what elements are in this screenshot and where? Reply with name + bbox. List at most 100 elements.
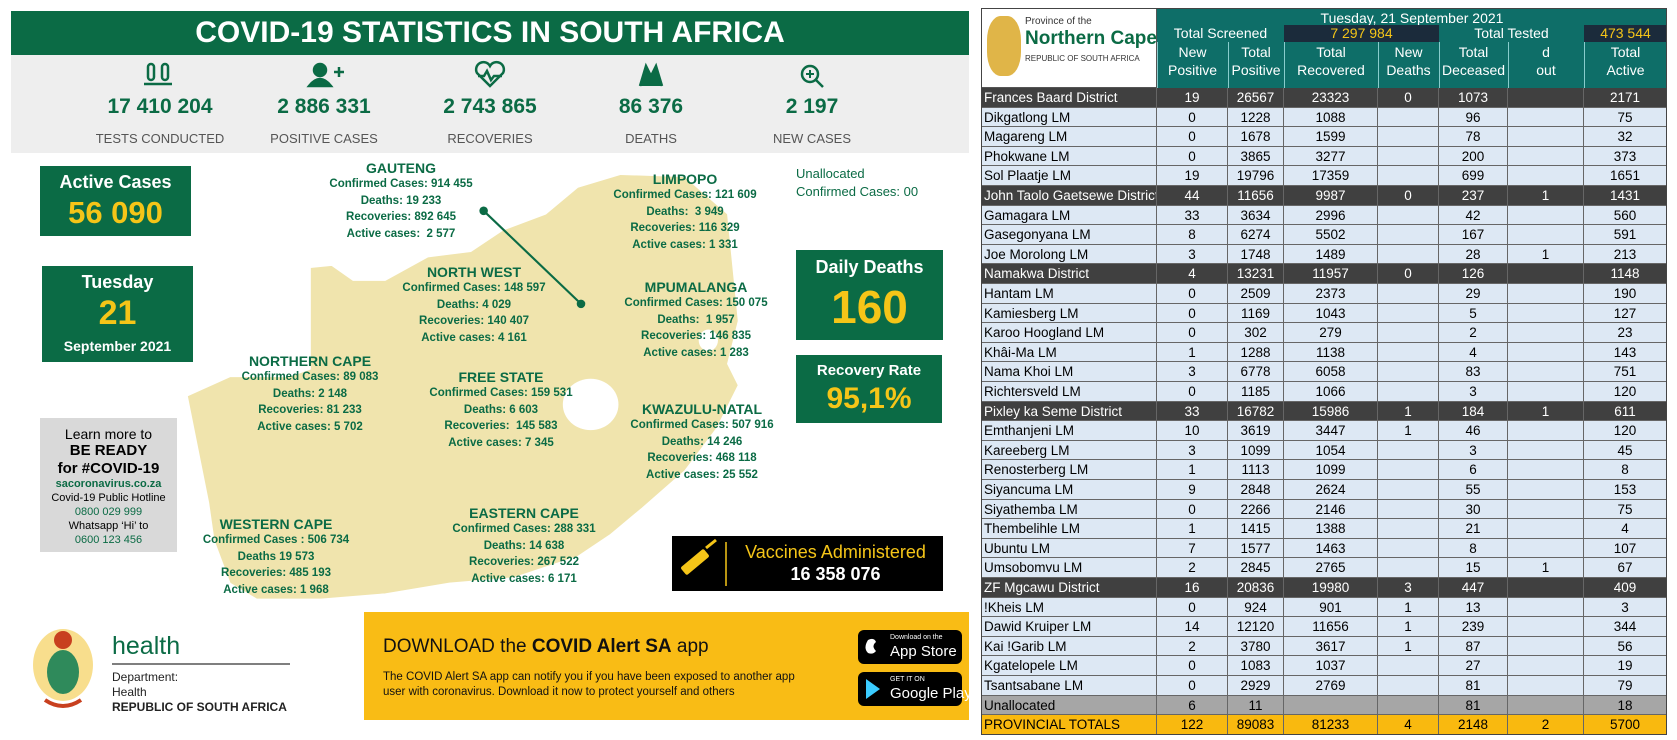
- table-cell: 1: [1157, 460, 1228, 480]
- icon-test: [146, 62, 156, 82]
- table-cell: [1378, 244, 1439, 265]
- table-cell: [1378, 460, 1439, 480]
- row-name: John Taolo Gaetsewe District: [981, 186, 1157, 206]
- icon-hands: [638, 62, 664, 87]
- table-cell: 4: [1439, 342, 1508, 363]
- table-cell: 184: [1439, 401, 1508, 422]
- table-cell: 16: [1157, 578, 1228, 598]
- table-cell: 11656: [1284, 617, 1378, 637]
- column-header: Total: [1241, 44, 1271, 60]
- table-cell: 1: [1378, 617, 1439, 637]
- province-stat: Deaths: 14 638: [483, 539, 565, 552]
- row-name: Sol Plaatje LM: [981, 166, 1157, 186]
- stat-label: NEW CASES: [772, 131, 851, 146]
- table-cell: 0: [1157, 382, 1228, 402]
- table-cell: 1: [1157, 519, 1228, 539]
- column-header-cell: [1584, 42, 1667, 88]
- table-cell: 20836: [1228, 578, 1284, 598]
- municipality-row: Phokwane LM 0 3865 3277 200 373: [981, 146, 1667, 167]
- learn-more-line: Learn more to: [64, 426, 153, 442]
- tested-value: 473 544: [1584, 25, 1667, 42]
- province-stat: Deaths: 6 603: [463, 403, 539, 416]
- column-header-cell: [1439, 42, 1508, 88]
- table-cell: 901: [1284, 597, 1378, 618]
- province-name: FREE STATE: [458, 369, 544, 385]
- table-cell: 0: [1157, 499, 1228, 520]
- column-header: Recovered: [1297, 62, 1365, 78]
- row-name: Kai !Garib LM: [981, 636, 1157, 657]
- totals-row: PROVINCIAL TOTALS 122 89083 81233 4 2148 2 5700: [981, 715, 1667, 735]
- table-cell: 1113: [1228, 460, 1284, 480]
- province-name: EASTERN CAPE: [469, 505, 579, 521]
- row-name: Emthanjeni LM: [981, 421, 1157, 441]
- table-cell: 167: [1439, 225, 1508, 245]
- table-cell: 11957: [1284, 264, 1378, 284]
- province-stat: Recoveries: 485 193: [221, 567, 331, 579]
- table-header-bg: [1157, 8, 1667, 88]
- table-cell: 14: [1157, 617, 1228, 637]
- table-cell: 200: [1439, 146, 1508, 167]
- table-cell: 89083: [1228, 715, 1284, 735]
- icon-magnifier: [800, 64, 820, 84]
- table-cell: 16782: [1228, 401, 1284, 422]
- province-name: NORTH WEST: [426, 264, 522, 280]
- province-stat: Deaths: 3 949: [646, 205, 724, 218]
- table-cell: [1508, 480, 1584, 500]
- table-cell: [1508, 205, 1584, 226]
- logo-line: REPUBLIC OF SOUTH AFRICA: [1025, 54, 1140, 63]
- column-header: Deceased: [1441, 62, 1506, 78]
- app-store-button[interactable]: [858, 630, 962, 664]
- column-header: Positive: [1231, 62, 1281, 78]
- row-name: Joe Morolong LM: [981, 244, 1157, 265]
- table-cell: 55: [1439, 480, 1508, 500]
- logo-arms: [987, 16, 1021, 76]
- learn-more-line: for #COVID-19: [57, 460, 160, 477]
- table-cell: 1288: [1228, 342, 1284, 363]
- table-cell: 1138: [1284, 342, 1378, 363]
- table-cell: [1508, 284, 1584, 304]
- table-cell: 2148: [1439, 715, 1508, 735]
- table-cell: [1378, 225, 1439, 245]
- column-header-cell: [1284, 42, 1378, 88]
- recovery-box: [796, 355, 942, 423]
- table-cell: [1508, 421, 1584, 441]
- table-cell: 0: [1157, 597, 1228, 618]
- stat-value: 17 410 204: [107, 95, 213, 118]
- deaths-value: 160: [831, 281, 908, 333]
- province-stat: Deaths 19 573: [237, 550, 315, 563]
- health-line: Health: [112, 685, 147, 699]
- district-row: Pixley ka Seme District 33 16782 15986 1 184 1…: [981, 401, 1667, 422]
- table-cell: 0: [1157, 676, 1228, 696]
- download-title-part: DOWNLOAD the: [383, 636, 527, 657]
- municipality-row: Joe Morolong LM 3 1748 1489 28 1 213: [981, 244, 1667, 265]
- table-cell: 3780: [1228, 636, 1284, 657]
- table-cell: [1378, 303, 1439, 324]
- learn-more-line: Whatsapp ‘Hi’ to: [68, 520, 149, 532]
- google-play-button[interactable]: [858, 672, 962, 706]
- table-cell: [1508, 264, 1584, 284]
- table-cell: [1378, 323, 1439, 343]
- table-cell: 3: [1439, 382, 1508, 402]
- municipality-row: Richtersveld LM 0 1185 1066 3 120: [981, 382, 1667, 402]
- date-day: 21: [98, 294, 137, 332]
- table-cell: [1508, 127, 1584, 147]
- table-cell: 1599: [1284, 127, 1378, 147]
- table-cell: 1: [1378, 421, 1439, 441]
- play-icon: [866, 679, 880, 699]
- logo-line: Province of the: [1025, 16, 1092, 27]
- province-stat: Recoveries: 81 233: [258, 404, 362, 416]
- table-cell: [1508, 362, 1584, 382]
- province-name: GAUTENG: [366, 160, 436, 176]
- apple-icon: [865, 638, 876, 654]
- table-cell: [1378, 362, 1439, 382]
- gauteng-pointer: [482, 210, 582, 305]
- table-cell: 1489: [1284, 244, 1378, 265]
- table-cell: 3447: [1284, 421, 1378, 441]
- table-cell: 11656: [1228, 186, 1284, 206]
- column-header-cell: [1508, 42, 1584, 88]
- province-stat: Confirmed Cases: 914 455: [329, 178, 473, 190]
- table-cell: [1508, 538, 1584, 559]
- row-name: Pixley ka Seme District: [981, 401, 1157, 422]
- table-cell: 7: [1157, 538, 1228, 559]
- table-cell: 9987: [1284, 186, 1378, 206]
